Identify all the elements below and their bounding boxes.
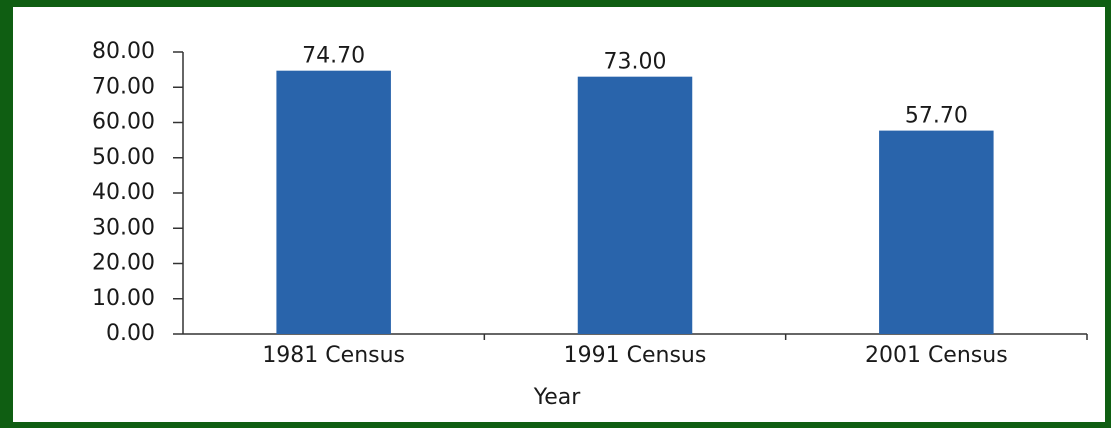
value-label: 74.70 xyxy=(302,44,365,69)
x-axis-title: Year xyxy=(533,385,582,410)
bar xyxy=(577,76,693,335)
y-tick-label: 60.00 xyxy=(92,110,155,135)
y-tick-label: 30.00 xyxy=(92,215,155,240)
value-label: 57.70 xyxy=(905,104,968,129)
y-tick-label: 20.00 xyxy=(92,251,155,276)
x-tick-label: 2001 Census xyxy=(865,343,1008,368)
y-tick-label: 40.00 xyxy=(92,180,155,205)
y-tick-label: 50.00 xyxy=(92,145,155,170)
x-tick-label: 1981 Census xyxy=(262,343,405,368)
chart: Year 0.00 10.00 20.00 30.00 40.00 50.00 60.00 7… xyxy=(13,7,1105,422)
y-tick-label: 80.00 xyxy=(92,39,155,64)
value-label: 73.00 xyxy=(604,50,667,75)
y-tick-label: 0.00 xyxy=(106,321,155,346)
y-tick-label: 10.00 xyxy=(92,286,155,311)
bar xyxy=(879,130,994,334)
y-tick-label: 70.00 xyxy=(92,74,155,99)
x-tick-label: 1991 Census xyxy=(564,343,707,368)
bar xyxy=(276,70,391,334)
